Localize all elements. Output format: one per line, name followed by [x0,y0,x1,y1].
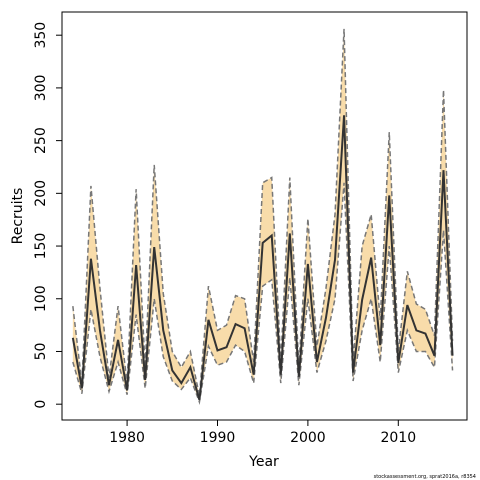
plot-frame [61,11,468,421]
footnote: stockassessment.org, sprat2016a, r8354 [374,474,476,480]
y-tick-label: 300 [33,75,49,102]
y-tick-label: 0 [33,400,49,409]
x-tick-label: 2000 [290,430,326,446]
y-tick-label: 250 [33,127,49,154]
x-tick-label: 1990 [200,430,236,446]
x-axis-label: Year [248,454,279,470]
confidence-band [72,28,453,403]
y-tick-label: 350 [33,22,49,49]
bound-line [72,28,454,396]
y-tick-label: 200 [33,180,49,207]
y-tick-label: 100 [33,285,49,312]
estimate-line [71,115,454,401]
y-tick-label: 150 [33,233,49,260]
bound-line [72,182,454,405]
x-tick-label: 2010 [380,430,416,446]
y-axis-label: Recruits [10,188,26,245]
x-tick-label: 1980 [109,430,145,446]
y-tick-label: 50 [33,343,49,361]
